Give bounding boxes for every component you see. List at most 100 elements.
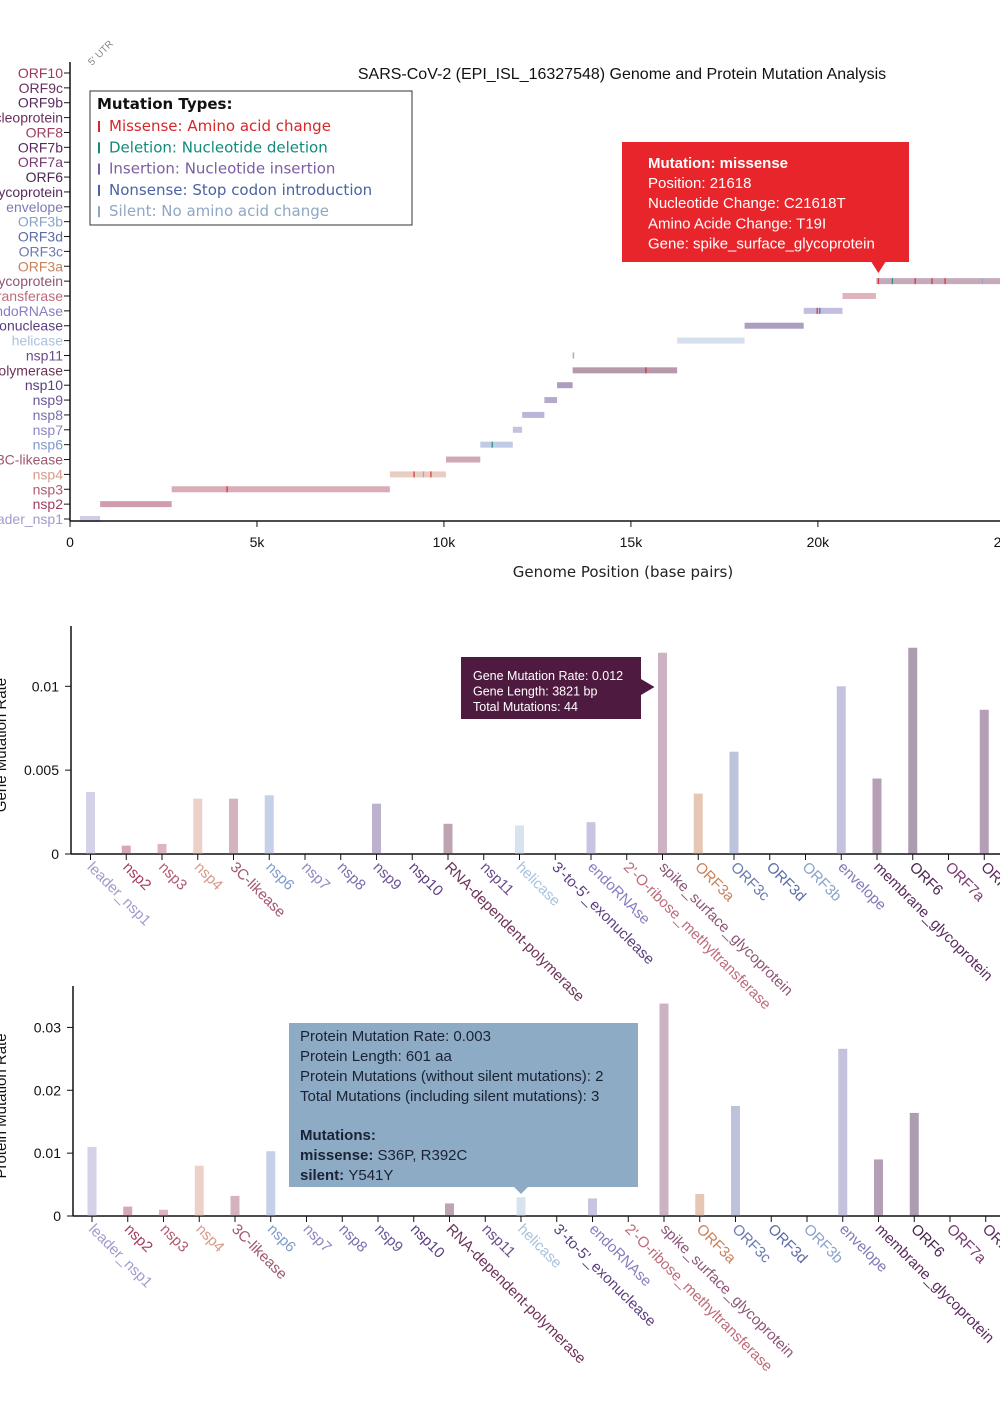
mutation-tooltip: Mutation: missense Position: 21618 Nucleot…: [622, 142, 909, 274]
genome-x-tick-label: 20k: [807, 534, 831, 550]
bar-endornase: [588, 1198, 597, 1216]
tooltip-line: Total Mutations: 44: [473, 700, 578, 714]
y-tick-label: 0.03: [34, 1019, 61, 1035]
gene-bar-spike-surface-glycoprotein: [876, 278, 1000, 285]
x-tick-label-orf3c: ORF3c: [727, 859, 773, 905]
gene-bar-endornase: [803, 307, 843, 314]
bar-3c-likease: [229, 798, 238, 854]
y-tick-label: 0.005: [24, 762, 59, 778]
bar-orf3c: [729, 751, 739, 854]
mutation-mark-missense: [430, 471, 432, 478]
y-tick-label: 0.01: [34, 1145, 61, 1161]
bar-orf3a: [695, 1194, 705, 1216]
genome-x-tick-label: 0: [66, 534, 74, 550]
legend-swatch: [98, 121, 100, 132]
tooltip-line: Protein Length: 601 aa: [300, 1048, 452, 1065]
legend-swatch: [98, 163, 100, 175]
genome-row-label-helicase: helicase: [12, 333, 64, 349]
tooltip-line: Gene: spike_surface_glycoprotein: [648, 236, 875, 253]
mutation-mark-nonsense: [819, 307, 821, 314]
mutation-mark-deletion: [491, 441, 493, 448]
mutation-mark-missense: [413, 471, 415, 478]
gene-bar-nsp9: [544, 397, 558, 404]
bar-spike-surface-glycoprotein: [658, 652, 667, 854]
mutation-mark-silent: [981, 278, 984, 285]
mutation-mark-missense: [931, 278, 933, 285]
legend-item-deletion: Deletion: Nucleotide deletion: [109, 138, 328, 156]
legend-swatch: [98, 142, 100, 154]
bar-orf7b: [979, 709, 989, 854]
genome-row-label-orf8: ORF8: [26, 124, 64, 140]
x-tick-label-orf3b: ORF3b: [799, 859, 845, 905]
x-tick-label-nsp9: nsp9: [370, 859, 405, 894]
genome-row-label-orf3d: ORF3d: [18, 229, 63, 245]
tooltip-line: Gene Mutation Rate: 0.012: [473, 669, 623, 683]
tooltip-pointer: [871, 262, 886, 274]
tooltip-line: Gene Length: 3821 bp: [473, 685, 597, 699]
tooltip-line: Position: 21618: [648, 175, 751, 192]
bar-leader-nsp1: [86, 791, 95, 854]
mutation-mark-missense: [914, 278, 916, 285]
legend-items: Missense: Amino acid change Deletion: Nuc…: [98, 117, 372, 220]
gene-bar-nsp4: [389, 471, 446, 478]
x-tick-label-nsp3: nsp3: [155, 859, 190, 894]
genome-row-label-nsp7: nsp7: [33, 422, 64, 438]
genome-row-label-orf9b: ORF9b: [18, 95, 63, 111]
genome-row-label-3-to-5-exonuclease: 3'-to-5'_exonuclease: [0, 318, 63, 334]
x-tick-label-nsp3: nsp3: [157, 1221, 192, 1256]
tooltip-line: Nucleotide Change: C21618T: [648, 195, 846, 212]
bar-rna-dependent-polymerase: [443, 823, 453, 854]
bar-membrane-glycoprotein: [872, 778, 882, 854]
y-tick-label: 0: [53, 1208, 61, 1224]
bar-spike-surface-glycoprotein: [659, 1003, 669, 1216]
tooltip-box: [461, 657, 641, 719]
y-axis-title: Gene Mutation Rate: [0, 678, 10, 812]
x-tick-label-orf3d: ORF3d: [763, 859, 809, 905]
gene-bar-nsp2: [100, 501, 172, 508]
legend-swatch: [98, 184, 100, 196]
bar-rna-dependent-polymerase: [445, 1203, 454, 1216]
mutation-mark-missense: [877, 278, 880, 285]
mutation-type: missense:: [300, 1147, 378, 1164]
bar-orf3a: [693, 793, 703, 854]
x-tick-label-orf3c: ORF3c: [729, 1221, 775, 1267]
bar-nsp2: [123, 1206, 133, 1216]
bar-helicase: [515, 825, 524, 854]
genome-row-label-orf3a: ORF3a: [18, 258, 63, 274]
x-tick-label-orf3d: ORF3d: [764, 1221, 810, 1267]
bar-nsp3: [159, 1209, 168, 1216]
genome-row-label-nsp2: nsp2: [33, 496, 64, 512]
gene-bar-3c-likease: [446, 456, 481, 463]
genome-row-label-3c-likease: 3C-likease: [0, 452, 63, 468]
y-axis-title: Protein Mutation Rate: [0, 1033, 10, 1178]
gene-bar-nsp11: [572, 352, 575, 359]
tooltip-mutations-header: Mutations:: [300, 1127, 376, 1144]
mutation-mark-silent: [422, 471, 425, 478]
legend-item-missense: Missense: Amino acid change: [109, 117, 331, 135]
genome-x-tick-label: 15k: [620, 534, 644, 550]
mutation-mark-deletion: [891, 278, 894, 285]
genome-row-label-rna-dependent-polymerase: RNA-dependent-polymerase: [0, 362, 63, 378]
bar-helicase: [516, 1197, 526, 1216]
gene-bar-helicase: [677, 337, 745, 344]
chart-title: SARS-CoV-2 (EPI_ISL_16327548) Genome and…: [358, 66, 886, 83]
tooltip-title: Mutation: missense: [648, 155, 788, 172]
genome-row-label-envelope: envelope: [6, 199, 63, 215]
genome-row-label-orf7a: ORF7a: [18, 154, 63, 170]
genome-row-label-membrane-glycoprotein: membrane_glycoprotein: [0, 184, 63, 200]
gene-bar-nsp3: [171, 486, 390, 493]
x-tick-label-nsp4: nsp4: [191, 859, 226, 894]
genome-row-label-nsp9: nsp9: [33, 392, 64, 408]
y-tick-label: 0.01: [32, 678, 59, 694]
bar-nsp3: [157, 843, 167, 854]
genome-xlabel: Genome Position (base pairs): [513, 563, 733, 581]
x-tick-label-nsp7: nsp7: [300, 1221, 335, 1256]
genome-row-label-orf10: ORF10: [18, 65, 63, 81]
tooltip-mutation-line: missense: S36P, R392C: [300, 1147, 468, 1164]
gene-bar-rna-dependent-polymerase: [572, 367, 678, 374]
mutation-mark-missense: [816, 307, 818, 314]
bar-nsp6: [264, 795, 274, 854]
tooltip-pointer: [514, 1187, 528, 1194]
gene-bar-leader-nsp1: [79, 516, 101, 522]
